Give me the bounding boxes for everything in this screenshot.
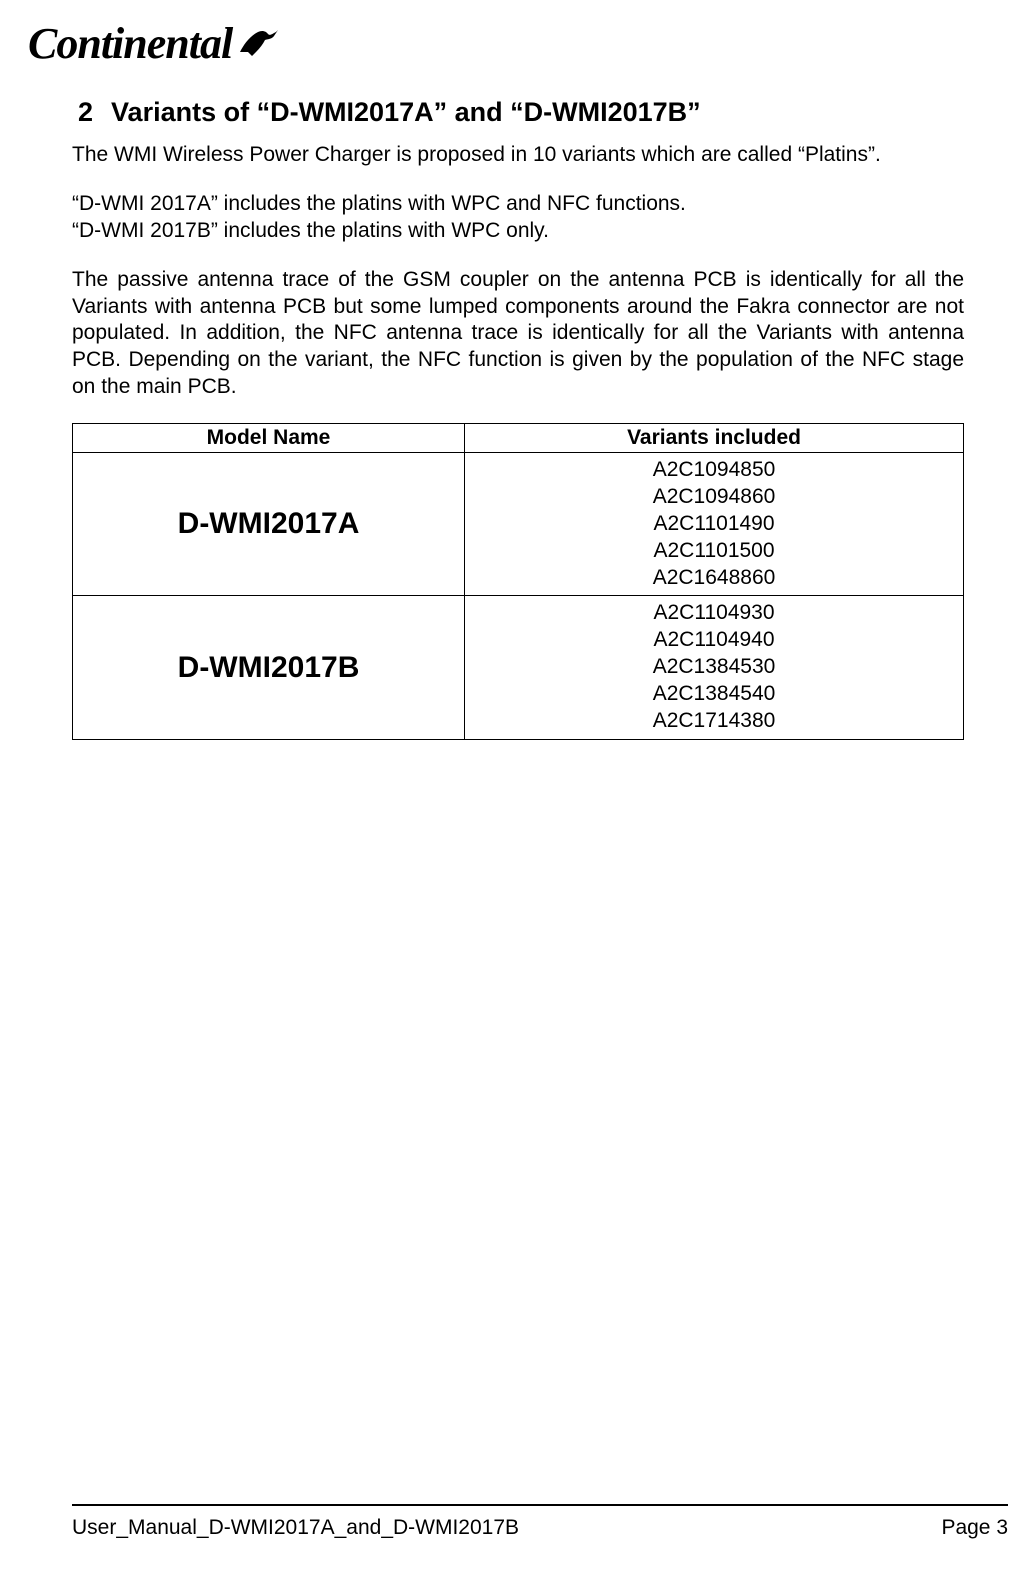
model-name-cell: D-WMI2017B xyxy=(73,596,465,739)
functions-line-a: “D-WMI 2017A” includes the platins with … xyxy=(72,191,964,218)
variants-cell: A2C1094850 A2C1094860 A2C1101490 A2C1101… xyxy=(465,453,964,596)
section-heading: 2 Variants of “D-WMI2017A” and “D-WMI201… xyxy=(72,97,964,128)
model-name-cell: D-WMI2017A xyxy=(73,453,465,596)
variant-code: A2C1094860 xyxy=(471,484,957,511)
section-title: Variants of “D-WMI2017A” and “D-WMI2017B… xyxy=(111,97,701,128)
variant-code: A2C1104930 xyxy=(471,600,957,627)
variant-code: A2C1104940 xyxy=(471,627,957,654)
intro-paragraph: The WMI Wireless Power Charger is propos… xyxy=(72,142,964,169)
page-content: 2 Variants of “D-WMI2017A” and “D-WMI201… xyxy=(28,97,1008,740)
variant-code: A2C1384540 xyxy=(471,681,957,708)
variant-code: A2C1714380 xyxy=(471,708,957,735)
antenna-paragraph: The passive antenna trace of the GSM cou… xyxy=(72,267,964,401)
functions-line-b: “D-WMI 2017B” includes the platins with … xyxy=(72,218,964,245)
table-row: D-WMI2017B A2C1104930 A2C1104940 A2C1384… xyxy=(73,596,964,739)
variants-cell: A2C1104930 A2C1104940 A2C1384530 A2C1384… xyxy=(465,596,964,739)
section-number: 2 xyxy=(78,97,93,128)
horse-icon xyxy=(238,18,284,69)
variant-code: A2C1101500 xyxy=(471,538,957,565)
col-header-model: Model Name xyxy=(73,424,465,453)
variants-table: Model Name Variants included D-WMI2017A … xyxy=(72,423,964,740)
footer-rule xyxy=(72,1504,1008,1506)
functions-paragraph: “D-WMI 2017A” includes the platins with … xyxy=(72,191,964,245)
brand-logo-text: Continental xyxy=(28,18,232,69)
col-header-variants: Variants included xyxy=(465,424,964,453)
page-footer: User_Manual_D-WMI2017A_and_D-WMI2017B Pa… xyxy=(72,1504,1008,1540)
brand-logo: Continental xyxy=(28,18,1008,69)
variant-code: A2C1648860 xyxy=(471,565,957,592)
footer-doc-name: User_Manual_D-WMI2017A_and_D-WMI2017B xyxy=(72,1516,519,1540)
variant-code: A2C1101490 xyxy=(471,511,957,538)
variant-code: A2C1094850 xyxy=(471,457,957,484)
footer-row: User_Manual_D-WMI2017A_and_D-WMI2017B Pa… xyxy=(72,1516,1008,1540)
table-header-row: Model Name Variants included xyxy=(73,424,964,453)
footer-page-number: Page 3 xyxy=(941,1516,1008,1540)
table-row: D-WMI2017A A2C1094850 A2C1094860 A2C1101… xyxy=(73,453,964,596)
variant-code: A2C1384530 xyxy=(471,654,957,681)
